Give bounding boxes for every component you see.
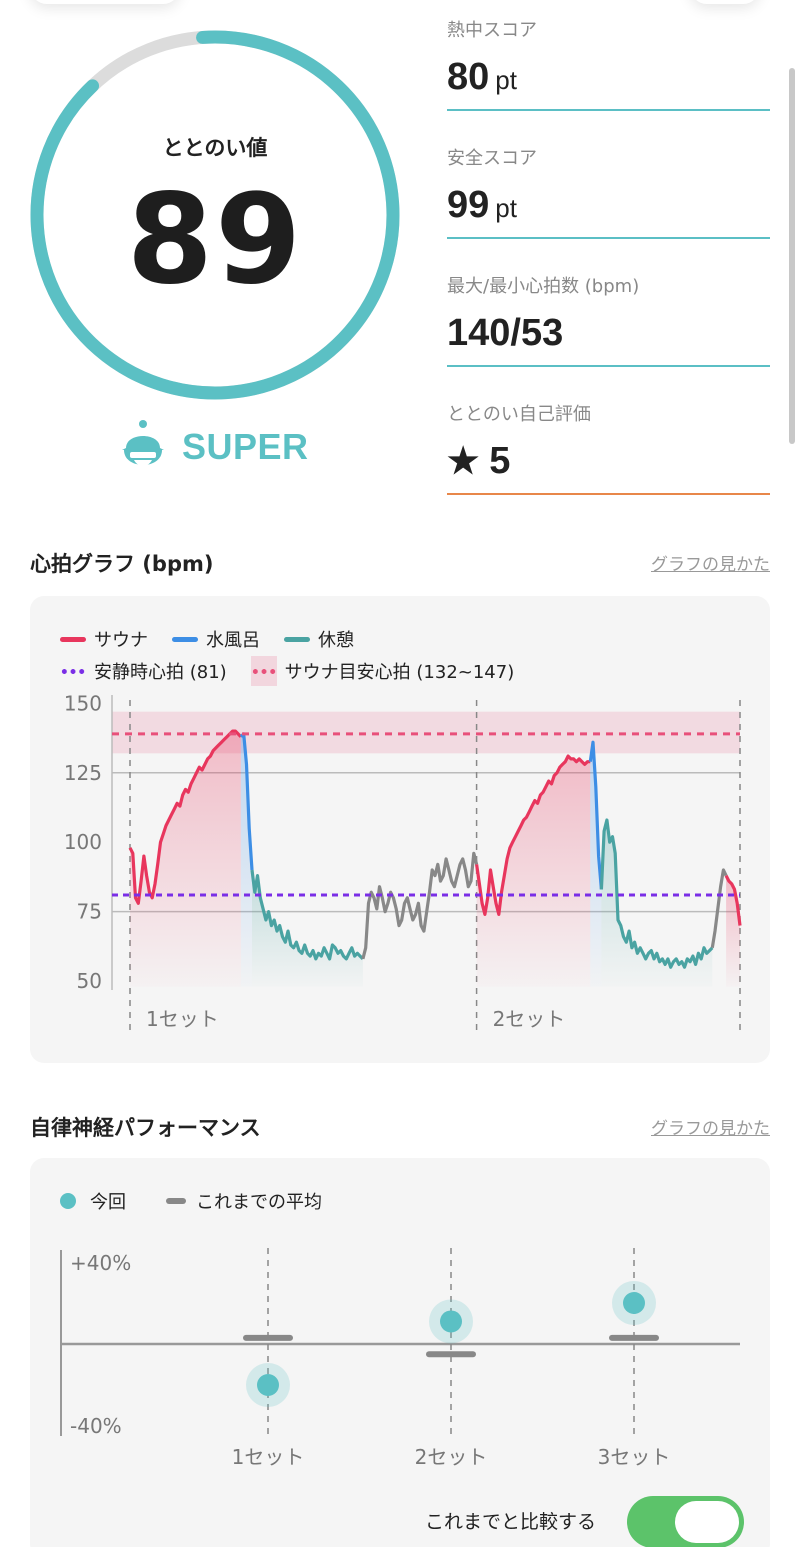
ans-current-point <box>623 1292 645 1314</box>
stat-value: ★ 5 <box>447 440 511 482</box>
top-tab-right[interactable] <box>690 0 760 4</box>
totonoi-gauge <box>30 30 400 400</box>
hr-legend-row-1: サウナ 水風呂 休憩 <box>60 626 378 652</box>
y-tick-label: 150 <box>64 691 102 715</box>
hr-area-rest <box>252 870 363 987</box>
heat-score: 熱中スコア 80 pt <box>447 10 770 138</box>
y-tick-label: 75 <box>77 900 102 924</box>
hr-area-sauna <box>726 875 740 987</box>
score-stats: 熱中スコア 80 pt 安全スコア 99 pt 最大/最小心拍数 (bpm) 140… <box>447 10 770 522</box>
stat-label: 熱中スコア <box>447 20 537 41</box>
compare-toggle-label: これまでと比較する <box>425 1511 597 1533</box>
ans-y-tick: -40% <box>70 1414 122 1438</box>
hr-area-cold <box>240 733 252 987</box>
hr-line-transition <box>361 851 479 960</box>
hr-area-cold <box>590 742 602 987</box>
ans-chart-card: 今回 これまでの平均 <box>30 1158 770 1547</box>
hr-line-sauna <box>128 729 243 905</box>
gauge-value: 89 <box>126 168 304 312</box>
legend-rest: 休憩 <box>284 626 354 652</box>
ans-help-link[interactable]: グラフの見かた <box>651 1119 770 1139</box>
stat-underline <box>447 493 770 495</box>
ans-section-title: 自律神経パフォーマンス <box>30 1116 261 1140</box>
stat-label: 最大/最小心拍数 (bpm) <box>447 276 640 297</box>
hr-help-link[interactable]: グラフの見かた <box>651 555 770 575</box>
safety-score: 安全スコア 99 pt <box>447 138 770 266</box>
gauge-label: ととのい値 <box>162 136 268 160</box>
stat-label: 安全スコア <box>447 148 537 169</box>
ans-current-point <box>440 1310 462 1333</box>
hr-line-rest <box>599 818 714 969</box>
legend-sauna: サウナ <box>60 626 148 652</box>
y-tick-label: 100 <box>64 830 102 854</box>
stat-value: 80 pt <box>447 56 517 98</box>
set-label: 2セット <box>493 1007 566 1031</box>
hr-line-rest <box>250 869 365 961</box>
scrollbar[interactable] <box>789 68 795 444</box>
ans-current-point <box>257 1374 279 1396</box>
heart-rate-chart: 150 125 100 75 50 1セット 2セット <box>64 691 742 1035</box>
hr-line-cold <box>588 740 603 890</box>
hr-section-title: 心拍グラフ (bpm) <box>30 552 214 576</box>
stat-value: 99 pt <box>447 184 517 226</box>
hr-area-sauna <box>476 756 591 987</box>
toggle-knob <box>675 1501 739 1543</box>
y-tick-label: 125 <box>64 761 102 785</box>
hr-line-transition <box>710 868 728 949</box>
stat-label: ととのい自己評価 <box>447 404 591 425</box>
ans-category-label: 3セット <box>598 1445 671 1469</box>
legend-target-hr: サウナ目安心拍 (132~147) <box>250 656 514 686</box>
top-tab-left[interactable] <box>30 0 180 4</box>
y-tick-label: 50 <box>77 969 102 993</box>
stat-underline <box>447 365 770 367</box>
ans-category-label: 2セット <box>415 1445 488 1469</box>
set-label: 1セット <box>146 1007 219 1031</box>
sauna-hat-face-icon <box>122 420 164 466</box>
star-icon: ★ <box>447 440 480 481</box>
ans-y-tick: +40% <box>70 1251 131 1275</box>
compare-toggle[interactable] <box>627 1496 744 1547</box>
legend-resting-hr: 安静時心拍 (81) <box>60 658 227 684</box>
ans-performance-chart: +40% -40% 1セット 2セット 3セット <box>60 1248 740 1469</box>
gauge-progress-arc <box>30 30 400 400</box>
rank-badge: SUPER <box>120 418 309 476</box>
rank-text: SUPER <box>182 426 309 467</box>
hr-area-sauna <box>130 731 241 987</box>
hr-legend-row-2: 安静時心拍 (81) サウナ目安心拍 (132~147) <box>60 656 538 686</box>
hr-line-sauna <box>724 874 742 926</box>
hr-area-rest <box>601 820 713 987</box>
stat-value: 140/53 <box>447 312 564 354</box>
hr-line-sauna <box>475 754 591 916</box>
ans-category-label: 1セット <box>232 1445 305 1469</box>
heart-rate-range: 最大/最小心拍数 (bpm) 140/53 <box>447 266 770 394</box>
self-rating[interactable]: ととのい自己評価 ★ 5 <box>447 394 770 522</box>
legend-current: 今回 <box>60 1188 126 1214</box>
legend-average: これまでの平均 <box>166 1188 322 1214</box>
stat-underline <box>447 109 770 111</box>
ans-legend: 今回 これまでの平均 <box>60 1188 346 1214</box>
stat-underline <box>447 237 770 239</box>
legend-cold-bath: 水風呂 <box>172 626 260 652</box>
